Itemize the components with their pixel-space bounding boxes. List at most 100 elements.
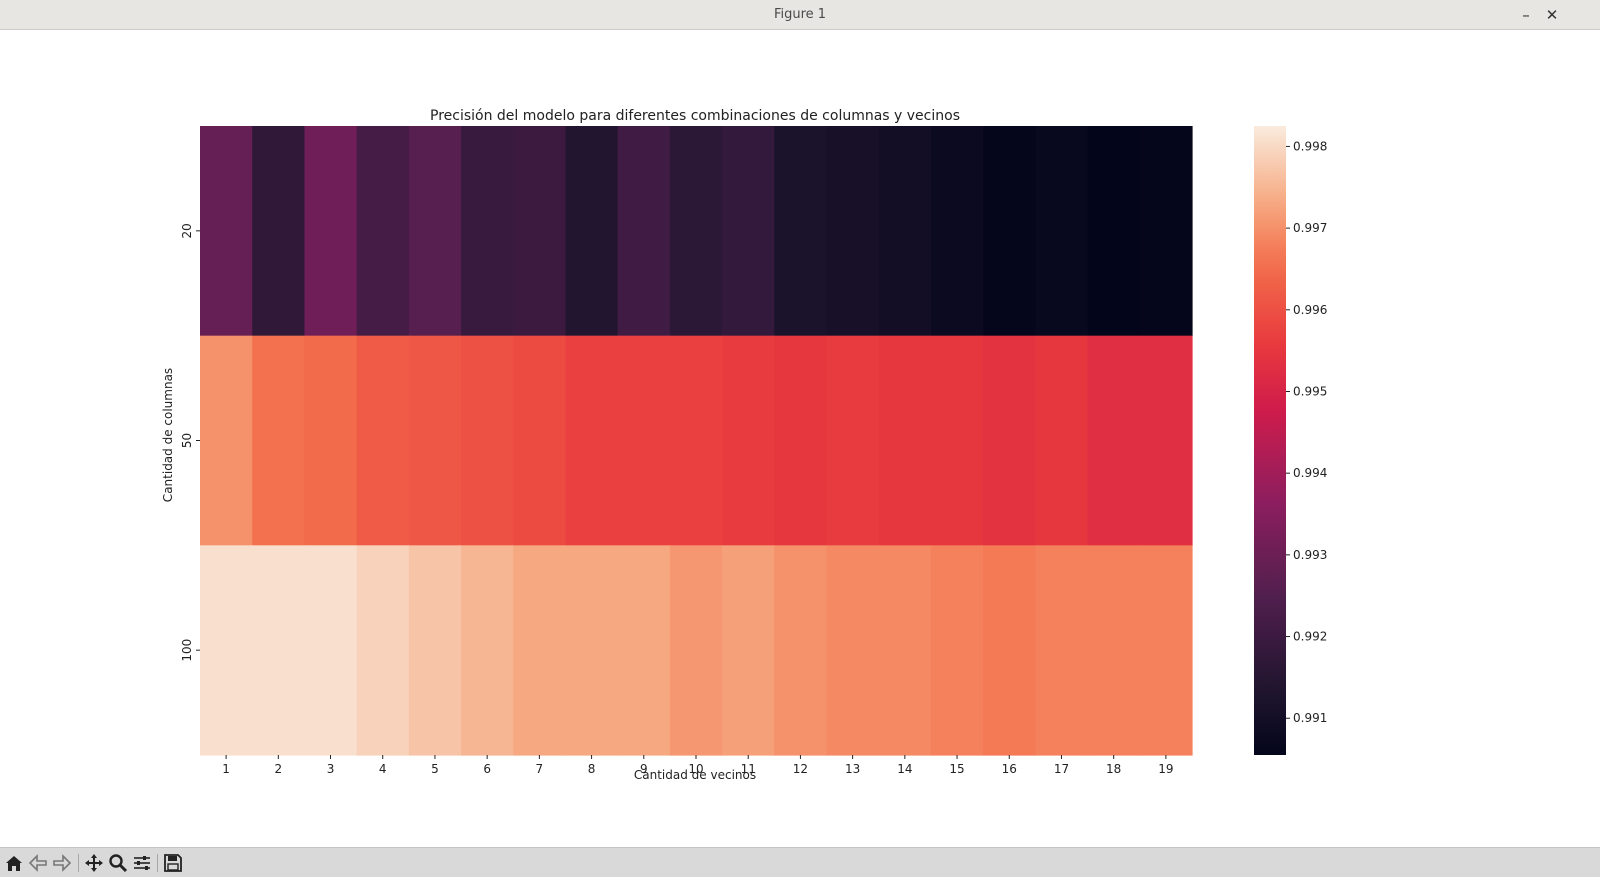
x-tick-label: 5 (431, 762, 439, 776)
save-icon[interactable] (162, 853, 184, 873)
navigation-toolbar (0, 847, 1600, 877)
x-tick-label: 12 (793, 762, 808, 776)
x-tick-label: 18 (1106, 762, 1121, 776)
colorbar (1254, 126, 1286, 755)
heatmap-cell (200, 335, 253, 546)
colorbar-ticks: 0.998 0.997 0.996 0.995 0.994 0.993 0.992 0.991 (1286, 139, 1327, 725)
heatmap-cell (1139, 126, 1193, 337)
heatmap-cell (722, 545, 775, 756)
heatmap-cell (983, 335, 1036, 546)
heatmap-cell (304, 126, 358, 337)
y-tick-label: 50 (180, 433, 194, 448)
y-tick-label: 20 (180, 223, 194, 238)
x-tick-label: 8 (588, 762, 596, 776)
heatmap-cell (252, 126, 306, 337)
colorbar-tick-label: 0.997 (1293, 221, 1327, 235)
heatmap-cell (617, 126, 671, 337)
x-tick-label: 13 (845, 762, 860, 776)
heatmap-cell (878, 335, 932, 546)
heatmap-cell (1035, 335, 1089, 546)
heatmap-cells (200, 126, 1193, 756)
toolbar-separator (157, 854, 158, 872)
heatmap-cell (774, 335, 828, 546)
heatmap-cell (669, 335, 723, 546)
heatmap-figure: Precisión del modelo para diferentes com… (161, 108, 1327, 782)
y-axis: 20 50 100 (180, 223, 200, 662)
heatmap-cell (1139, 545, 1193, 756)
heatmap-cell (356, 335, 410, 546)
heatmap-cell (565, 335, 619, 546)
x-tick-label: 19 (1158, 762, 1173, 776)
back-icon[interactable] (27, 853, 49, 873)
x-tick-label: 16 (1002, 762, 1017, 776)
y-tick-label: 100 (180, 639, 194, 662)
heatmap-cell (930, 126, 984, 337)
heatmap-cell (722, 335, 775, 546)
heatmap-cell (200, 545, 253, 756)
colorbar-tick-label: 0.991 (1293, 711, 1327, 725)
close-button[interactable]: ✕ (1545, 6, 1559, 24)
heatmap-cell (565, 126, 619, 337)
x-tick-label: 9 (640, 762, 648, 776)
heatmap-cell (252, 335, 306, 546)
colorbar-tick-label: 0.994 (1293, 466, 1327, 480)
x-tick-label: 6 (483, 762, 491, 776)
x-tick-label: 17 (1054, 762, 1069, 776)
window-title: Figure 1 (773, 7, 827, 22)
heatmap-cell (461, 126, 514, 337)
x-tick-label: 3 (327, 762, 335, 776)
zoom-icon[interactable] (107, 853, 129, 873)
configure-subplots-icon[interactable] (131, 853, 153, 873)
heatmap-cell (200, 126, 253, 337)
heatmap-cell (826, 545, 880, 756)
heatmap-cell (774, 545, 828, 756)
home-icon[interactable] (3, 853, 25, 873)
x-tick-label: 10 (688, 762, 703, 776)
heatmap-cell (356, 545, 410, 756)
heatmap-cell (722, 126, 775, 337)
heatmap-cell (408, 335, 462, 546)
heatmap-cell (1087, 335, 1141, 546)
heatmap-cell (565, 545, 619, 756)
x-tick-label: 11 (741, 762, 756, 776)
x-tick-label: 1 (222, 762, 230, 776)
pan-icon[interactable] (83, 853, 105, 873)
heatmap-cell (930, 335, 984, 546)
heatmap-cell (878, 545, 932, 756)
heatmap-cell (513, 545, 567, 756)
x-axis-label: Cantidad de vecinos (634, 768, 756, 782)
heatmap-cell (1087, 126, 1141, 337)
heatmap-cell (461, 335, 514, 546)
heatmap-cell (252, 545, 306, 756)
x-axis: 1 2 3 4 5 6 7 8 9 10 11 12 13 14 15 16 17 18 19 (222, 755, 1174, 776)
heatmap-cell (513, 335, 567, 546)
chart-title: Precisión del modelo para diferentes com… (430, 108, 960, 124)
window-titlebar: Figure 1 – ✕ (0, 0, 1600, 30)
colorbar-tick-label: 0.998 (1293, 139, 1327, 153)
heatmap-cell (669, 545, 723, 756)
x-tick-label: 7 (536, 762, 544, 776)
x-tick-label: 15 (949, 762, 964, 776)
heatmap-cell (304, 545, 358, 756)
heatmap-cell (1087, 545, 1141, 756)
heatmap-cell (408, 126, 462, 337)
colorbar-tick-label: 0.995 (1293, 384, 1327, 398)
y-axis-label: Cantidad de columnas (161, 368, 175, 502)
colorbar-tick-label: 0.992 (1293, 630, 1327, 644)
x-tick-label: 2 (274, 762, 282, 776)
heatmap-cell (878, 126, 932, 337)
heatmap-cell (826, 126, 880, 337)
heatmap-cell (983, 126, 1036, 337)
toolbar-separator (78, 854, 79, 872)
heatmap-cell (461, 545, 514, 756)
forward-icon[interactable] (51, 853, 73, 873)
heatmap-cell (983, 545, 1036, 756)
heatmap-cell (774, 126, 828, 337)
heatmap-cell (304, 335, 358, 546)
heatmap-cell (1139, 335, 1193, 546)
colorbar-tick-label: 0.996 (1293, 303, 1327, 317)
heatmap-cell (617, 335, 671, 546)
heatmap-cell (930, 545, 984, 756)
minimize-button[interactable]: – (1522, 6, 1530, 24)
heatmap-cell (617, 545, 671, 756)
